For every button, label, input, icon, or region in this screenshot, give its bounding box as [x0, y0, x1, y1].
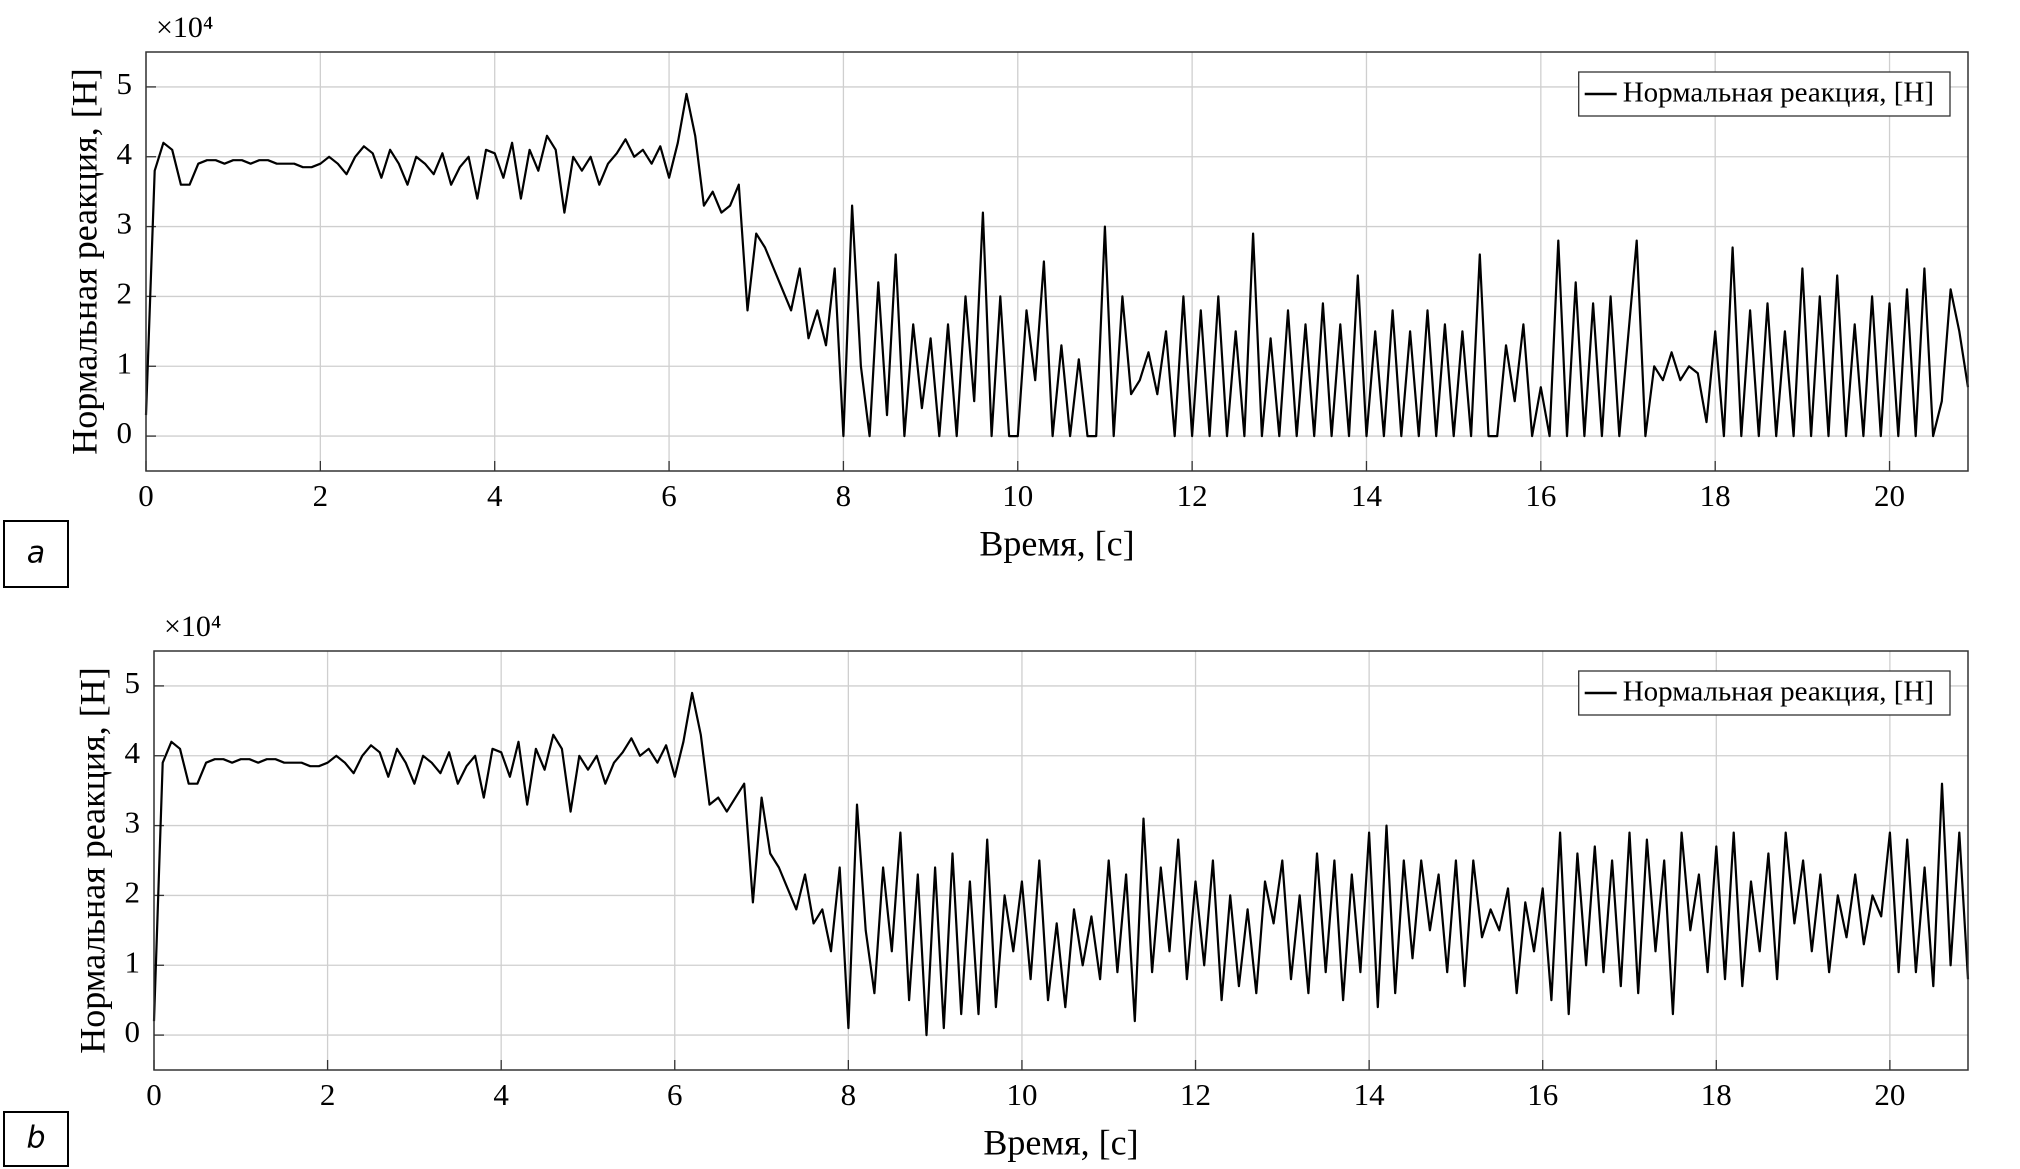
multiplier: ×10⁴ — [164, 610, 221, 643]
y-tick-label: 1 — [117, 345, 133, 380]
plot-area — [154, 651, 1968, 1070]
x-tick-label: 4 — [493, 1077, 509, 1112]
multiplier: ×10⁴ — [156, 11, 213, 44]
x-tick-label: 14 — [1351, 478, 1383, 513]
y-tick-label: 2 — [125, 875, 141, 910]
y-tick-label: 5 — [117, 66, 133, 101]
x-tick-label: 18 — [1700, 478, 1731, 513]
x-axis-label: Время, [с] — [979, 523, 1134, 563]
axes-frame — [153, 650, 1969, 1071]
x-tick-label: 0 — [138, 478, 154, 513]
legend-label: Нормальная реакция, [Н] — [1623, 77, 1934, 109]
x-axis-label: Время, [с] — [983, 1122, 1138, 1162]
axes-frame — [145, 51, 1969, 472]
x-tick-label: 0 — [146, 1077, 162, 1112]
x-tick-label: 20 — [1874, 1077, 1905, 1112]
x-tick-label: 6 — [661, 478, 677, 513]
y-tick-label: 0 — [117, 415, 133, 450]
y-tick-label: 5 — [125, 665, 141, 700]
panel-label: b — [26, 1121, 45, 1156]
panel-label-box — [3, 1111, 69, 1167]
x-tick-label: 12 — [1180, 1077, 1211, 1112]
x-tick-label: 14 — [1354, 1077, 1386, 1112]
x-tick-label: 18 — [1701, 1077, 1732, 1112]
x-tick-label: 2 — [320, 1077, 336, 1112]
panel-label-box — [3, 520, 69, 588]
legend: Нормальная реакция, [Н] — [1578, 670, 1951, 716]
legend-box — [1578, 670, 1951, 716]
y-axis-label: Нормальная реакция, [Н] — [64, 68, 104, 454]
y-tick-label: 1 — [125, 944, 141, 979]
x-tick-label: 6 — [667, 1077, 683, 1112]
x-tick-label: 8 — [836, 478, 852, 513]
x-tick-label: 4 — [487, 478, 503, 513]
x-tick-label: 10 — [1006, 1077, 1037, 1112]
x-tick-label: 8 — [841, 1077, 857, 1112]
panel-label: a — [27, 536, 45, 571]
y-axis-label: Нормальная реакция, [Н] — [72, 667, 112, 1053]
legend-label: Нормальная реакция, [Н] — [1623, 676, 1934, 708]
legend: Нормальная реакция, [Н] — [1578, 71, 1951, 117]
x-tick-label: 20 — [1874, 478, 1905, 513]
x-tick-label: 12 — [1177, 478, 1208, 513]
data-line — [152, 691, 1970, 1037]
y-tick-label: 2 — [117, 276, 133, 311]
y-tick-label: 3 — [125, 805, 141, 840]
legend-box — [1578, 71, 1951, 117]
x-tick-label: 16 — [1527, 1077, 1558, 1112]
y-tick-label: 0 — [125, 1014, 141, 1049]
y-tick-label: 3 — [117, 206, 133, 241]
x-tick-label: 10 — [1002, 478, 1033, 513]
data-line — [144, 92, 1970, 438]
x-tick-label: 2 — [313, 478, 329, 513]
x-tick-label: 16 — [1525, 478, 1556, 513]
y-tick-label: 4 — [125, 735, 141, 770]
y-tick-label: 4 — [117, 136, 133, 171]
